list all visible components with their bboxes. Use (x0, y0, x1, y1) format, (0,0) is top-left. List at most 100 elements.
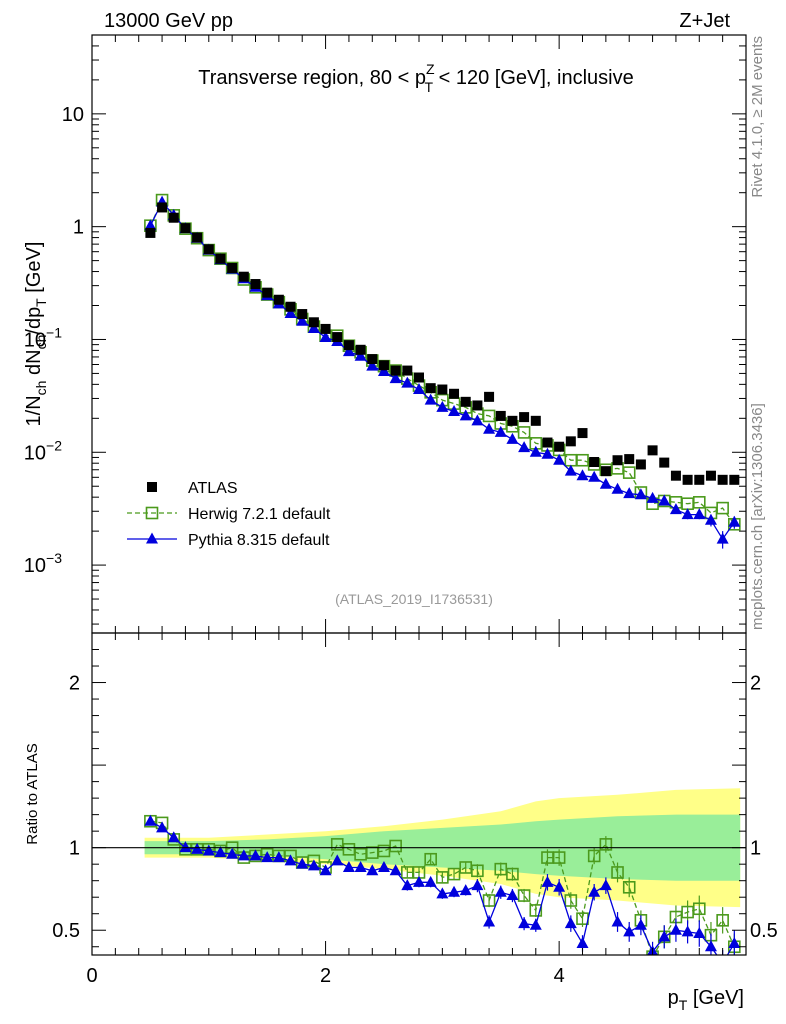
ratio-herwig-point (552, 851, 566, 864)
ratio-herwig-point (564, 894, 578, 907)
ratio-pythia-point (541, 875, 554, 887)
pythia-point (471, 414, 484, 426)
x-tick-label: 2 (320, 965, 331, 987)
pythia-point (623, 487, 636, 499)
ratio-pythia-point (693, 927, 706, 939)
ylabel-part: dN (23, 349, 45, 380)
mcplots-source-label: mcplots.cern.ch [arXiv:1306.3436] (749, 403, 766, 630)
herwig-point (482, 409, 496, 423)
ratio-pythia-point (307, 859, 320, 871)
atlas-point (367, 354, 378, 365)
header-right: Z+Jet (679, 10, 730, 32)
ratio-y-axis-label: Ratio to ATLAS (24, 743, 41, 844)
ratio-herwig-point (692, 902, 706, 916)
pythia-point (611, 482, 624, 494)
ratio-pythia-point (296, 857, 309, 869)
ylabel-part: [GeV] (23, 242, 45, 299)
header-left: 13000 GeV pp (104, 10, 233, 32)
atlas-point (624, 454, 635, 465)
atlas-point (495, 410, 506, 421)
atlas-point (343, 340, 354, 351)
ratio-frame (91, 632, 747, 956)
main-y-axis-label: 1/Nch dNch/dpT [GeV] (23, 242, 49, 427)
atlas-point (262, 287, 273, 298)
pythia-point (494, 425, 507, 437)
herwig-line (149, 198, 735, 525)
atlas-point (729, 474, 740, 485)
ratio-axes: 0.5 0.5 1 1 2 2 0 2 4 (52, 632, 778, 987)
main-y-tick-label: 1 (73, 217, 84, 239)
ratio-pythia-point (658, 930, 671, 942)
atlas-point (565, 436, 576, 447)
atlas-point (554, 441, 565, 452)
atlas-point (332, 332, 343, 343)
ratio-y-tick-label: 0.5 (52, 920, 80, 942)
atlas-point (530, 415, 541, 426)
x-axis-label: pT [GeV] (668, 987, 744, 1013)
title-pre: Transverse region, 80 < p (198, 67, 426, 89)
ratio-herwig-point (517, 889, 531, 902)
atlas-point (192, 232, 203, 243)
ratio-herwig-point (506, 867, 519, 881)
pythia-point (716, 532, 729, 544)
ratio-pythia-point (226, 847, 239, 859)
ratio-pythia-point (144, 814, 157, 826)
ratio-herwig-point (424, 852, 437, 866)
pythia-point (483, 422, 496, 434)
ratio-pythia-point (261, 851, 274, 863)
atlas-point (670, 470, 681, 481)
atlas-point (227, 263, 238, 274)
atlas-point (484, 391, 495, 402)
ratio-y-tick-label-right: 2 (750, 673, 761, 695)
pythia-point (377, 365, 390, 377)
atlas-point (449, 388, 460, 399)
atlas-point (460, 396, 471, 407)
atlas-point (390, 365, 401, 376)
ratio-pythia-point (401, 879, 414, 891)
legend-marker-pythia (146, 532, 158, 544)
pythia-point (576, 469, 589, 481)
pythia-point (553, 453, 566, 465)
ratio-pythia-point (413, 875, 425, 887)
ratio-pythia-point (576, 936, 589, 948)
pythia-point (693, 508, 706, 520)
atlas-point (519, 412, 530, 423)
atlas-point (250, 279, 261, 290)
atlas-point (682, 474, 693, 485)
title-sub: T (425, 79, 434, 95)
main-y-tick-label: 10−2 (24, 437, 62, 464)
pythia-point (681, 508, 694, 520)
atlas-point (157, 202, 168, 213)
analysis-watermark: (ATLAS_2019_I1736531) (335, 591, 493, 607)
ylabel-part: /dp (23, 307, 45, 335)
atlas-point (273, 294, 284, 305)
pythia-point (389, 372, 402, 384)
ratio-pythia-point (284, 854, 297, 866)
herwig-point (692, 496, 706, 509)
main-y-tick-label: 10−3 (24, 550, 62, 577)
atlas-point (145, 227, 156, 238)
ratio-pythia-point (377, 860, 390, 872)
main-panel: 10 1 10−1 10−2 10−3 Transverse region, 80 < … (23, 34, 747, 634)
xlabel-part: [GeV] (687, 987, 744, 1009)
atlas-point (705, 470, 716, 481)
ratio-y-tick-label-right: 1 (750, 838, 761, 860)
atlas-point (355, 344, 366, 355)
ratio-pythia-point (179, 841, 192, 853)
pythia-point (459, 409, 472, 421)
ratio-pythia-point (494, 885, 507, 897)
main-y-tick-label: 10 (62, 104, 84, 126)
pythia-point (506, 432, 519, 444)
ratio-pythia-point (728, 936, 741, 948)
legend-label-atlas: ATLAS (188, 480, 238, 497)
pythia-point (319, 331, 332, 343)
pythia-point (366, 359, 379, 371)
ratio-pythia-point (191, 842, 204, 854)
atlas-point (647, 445, 658, 456)
ylabel-part: ch (33, 381, 49, 396)
atlas-point (308, 317, 319, 328)
atlas-point (320, 323, 331, 334)
ratio-plot-area (144, 814, 741, 955)
title-post: < 120 [GeV], inclusive (433, 67, 634, 89)
